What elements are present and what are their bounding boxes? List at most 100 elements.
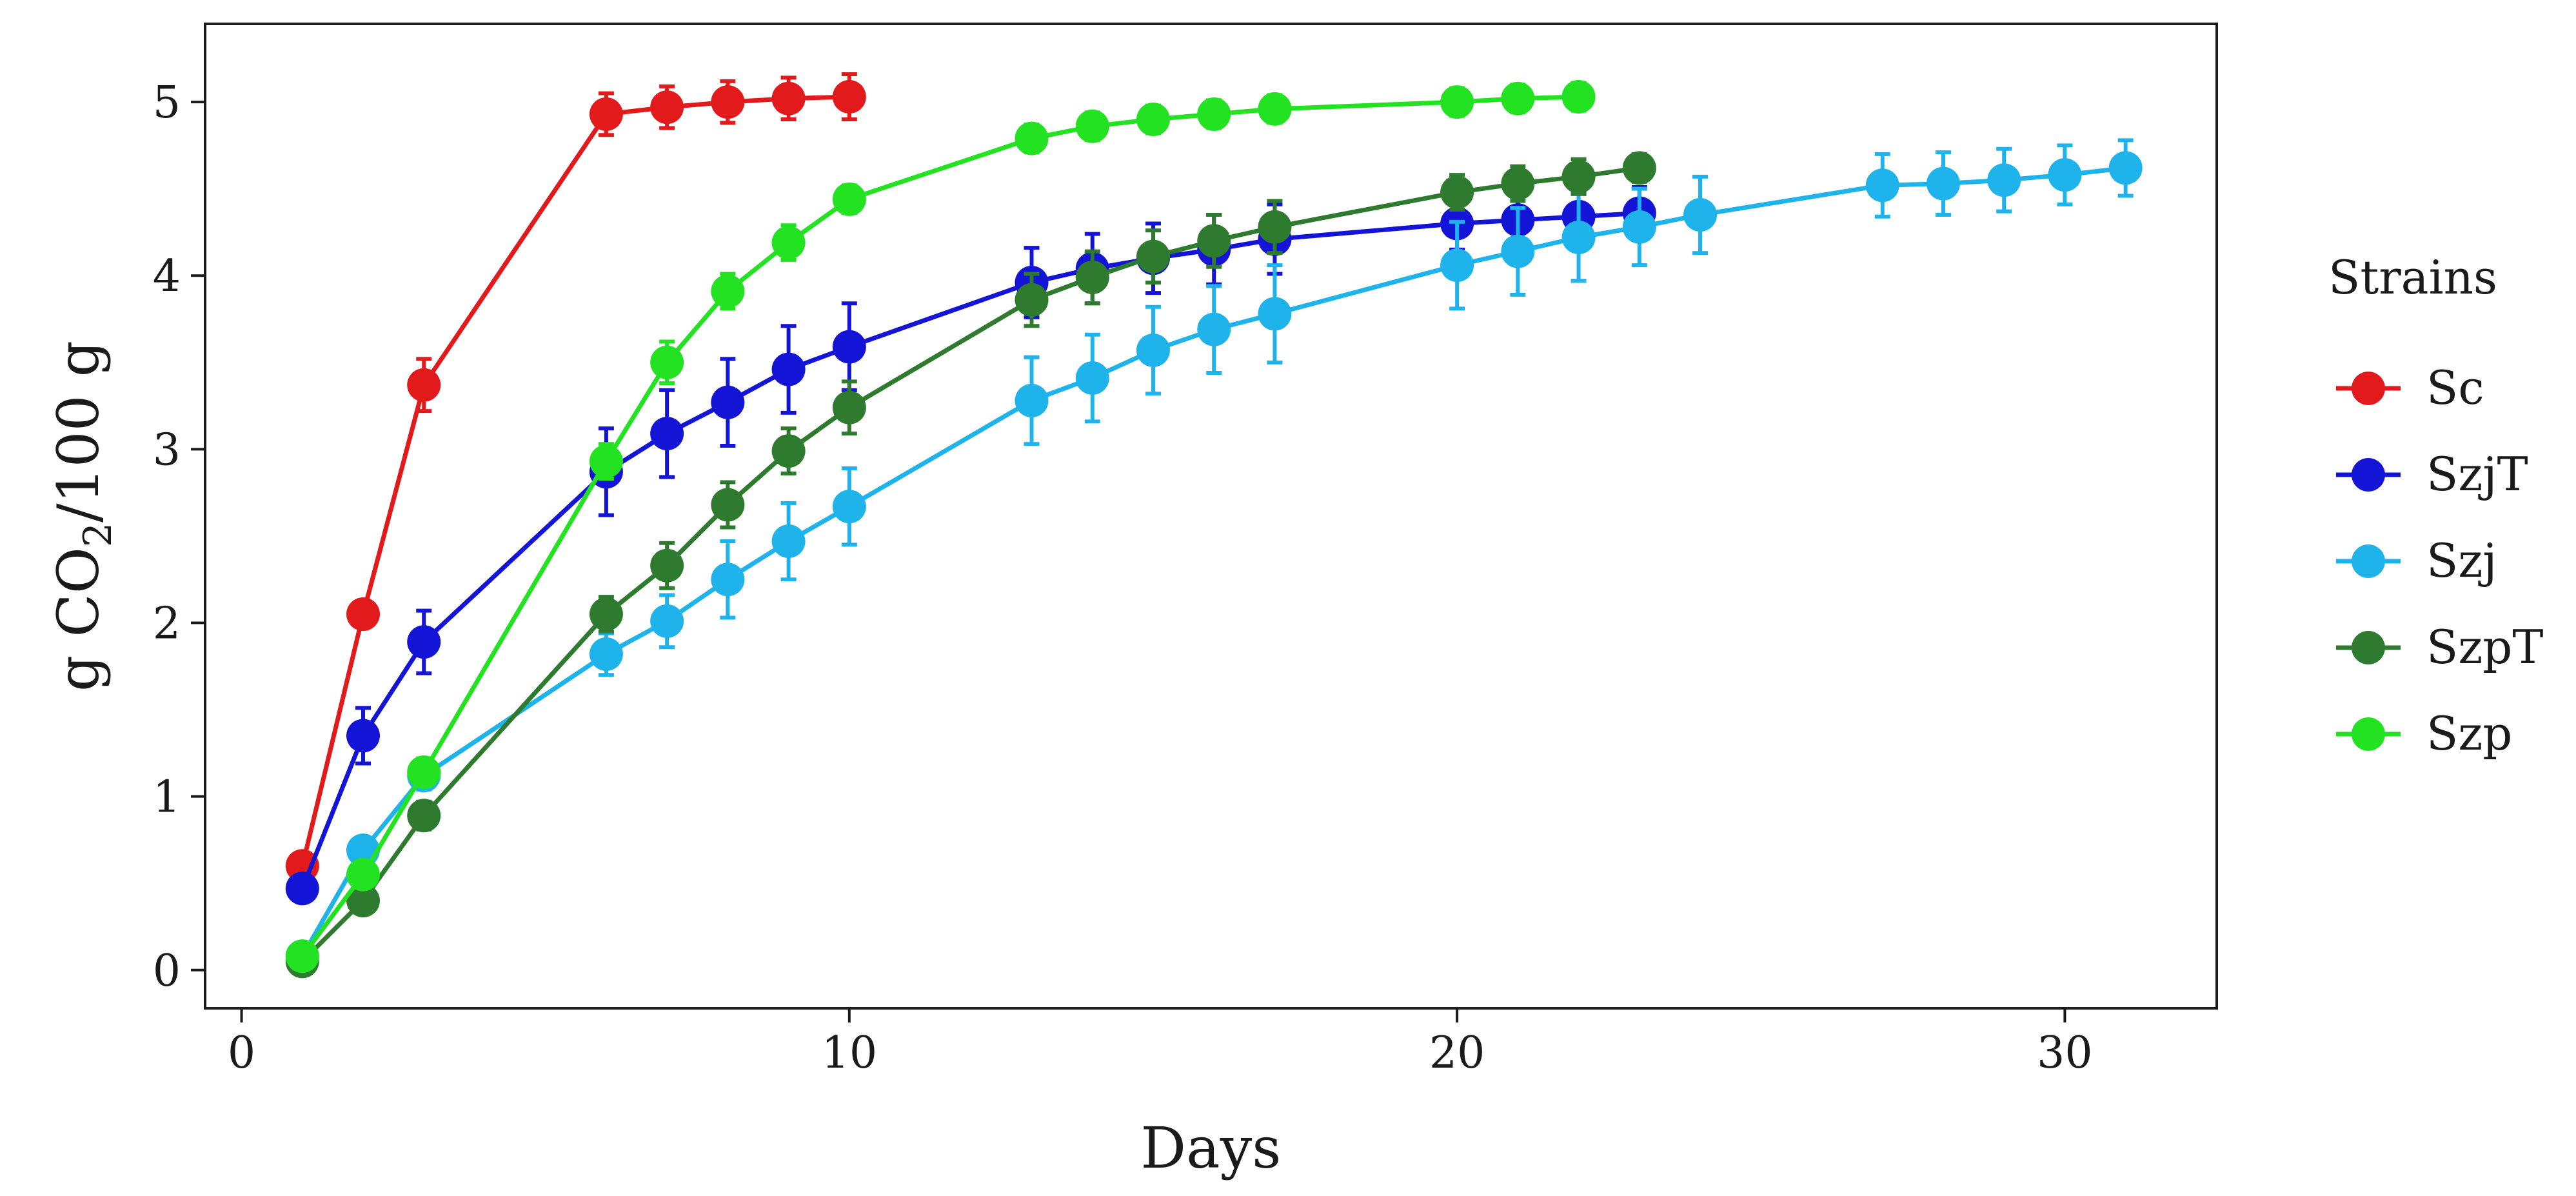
data-point: [1622, 210, 1656, 244]
data-point: [1197, 97, 1231, 131]
data-point: [1258, 297, 1292, 331]
legend-items: Sc SzjT Szj SzpT Szp: [2336, 361, 2543, 761]
data-point: [1015, 384, 1049, 418]
data-point: [1075, 260, 1109, 294]
legend-label: SzjT: [2426, 447, 2528, 501]
data-point: [589, 444, 623, 479]
data-point: [589, 597, 623, 632]
series-line-szp: [300, 94, 1579, 958]
legend-label: Szp: [2426, 706, 2512, 761]
data-point: [771, 352, 806, 386]
data-point: [2048, 158, 2082, 192]
data-point: [346, 857, 380, 892]
data-point: [407, 799, 441, 833]
data-point: [650, 345, 684, 379]
x-tick-label: 30: [2037, 1028, 2093, 1079]
data-point: [650, 548, 684, 583]
data-point: [1561, 80, 1596, 114]
y-axis-title: g CO2/100 g: [45, 341, 121, 692]
series-szp: [285, 80, 1596, 973]
legend-label: Szj: [2426, 533, 2497, 588]
data-point: [1015, 121, 1049, 155]
data-point: [1015, 283, 1049, 317]
legend-key-point: [2352, 717, 2385, 751]
legend-item-szjt: SzjT: [2336, 447, 2528, 501]
series-szj: [285, 138, 2143, 973]
legend-title: Strains: [2328, 250, 2497, 304]
x-tick-label: 20: [1429, 1028, 1485, 1079]
data-point: [771, 81, 806, 115]
series-layer: [285, 72, 2143, 979]
data-point: [346, 719, 380, 753]
data-point: [1440, 248, 1474, 283]
data-point: [1561, 221, 1596, 255]
data-point: [1622, 151, 1656, 185]
data-point: [407, 755, 441, 789]
data-point: [1683, 198, 1718, 232]
data-point: [711, 274, 745, 308]
data-point: [711, 563, 745, 597]
x-axis-ticks: 0 10 20 30: [228, 1008, 2093, 1079]
data-point: [650, 90, 684, 125]
data-point: [2108, 151, 2143, 185]
data-point: [285, 939, 319, 973]
y-tick-label: 3: [153, 424, 181, 475]
y-axis-ticks: 0 1 2 3 4 5: [153, 77, 205, 997]
data-point: [711, 385, 745, 419]
data-point: [346, 597, 380, 632]
data-point: [1136, 103, 1170, 137]
data-point: [832, 490, 866, 524]
data-point: [589, 637, 623, 671]
legend-item-sc: Sc: [2336, 361, 2484, 415]
legend-label: Sc: [2426, 361, 2484, 415]
data-point: [832, 80, 866, 114]
y-tick-label: 0: [153, 946, 181, 997]
legend: Strains Sc SzjT Szj SzpT Szp: [2328, 250, 2543, 761]
data-point: [832, 330, 866, 364]
data-point: [1136, 333, 1170, 367]
y-axis-title-prefix: g CO: [45, 547, 112, 692]
y-tick-label: 2: [153, 599, 181, 650]
legend-label: SzpT: [2426, 620, 2543, 674]
data-point: [1926, 166, 1960, 201]
data-point: [1561, 159, 1596, 194]
data-point: [589, 97, 623, 131]
plot-panel: [204, 23, 2218, 1010]
legend-key-point: [2352, 544, 2385, 578]
data-point: [285, 872, 319, 906]
data-point: [1258, 92, 1292, 126]
data-point: [1987, 163, 2021, 197]
data-point: [650, 417, 684, 451]
data-point: [1865, 168, 1899, 203]
y-tick-label: 5: [153, 77, 181, 128]
data-point: [346, 884, 380, 918]
legend-key-point: [2352, 631, 2385, 664]
x-tick-label: 0: [228, 1028, 255, 1079]
legend-item-szp: Szp: [2336, 706, 2512, 761]
data-point: [832, 182, 866, 216]
data-point: [1501, 81, 1535, 115]
series-sc: [285, 72, 866, 883]
data-point: [650, 604, 684, 638]
data-point: [1136, 239, 1170, 274]
legend-item-szpt: SzpT: [2336, 620, 2543, 674]
data-point: [711, 85, 745, 119]
legend-item-szj: Szj: [2336, 533, 2497, 588]
data-point: [1258, 210, 1292, 244]
y-tick-label: 1: [153, 772, 181, 823]
data-point: [1440, 175, 1474, 210]
data-point: [407, 368, 441, 402]
data-point: [407, 625, 441, 659]
x-axis-title: Days: [1141, 1115, 1282, 1181]
data-point: [771, 524, 806, 559]
data-point: [1075, 109, 1109, 143]
data-point: [711, 488, 745, 522]
data-point: [1501, 166, 1535, 201]
data-point: [771, 226, 806, 260]
data-point: [1440, 85, 1474, 119]
y-axis-title-suffix: /100 g: [45, 341, 112, 523]
legend-key-point: [2352, 458, 2385, 492]
data-point: [1197, 312, 1231, 346]
